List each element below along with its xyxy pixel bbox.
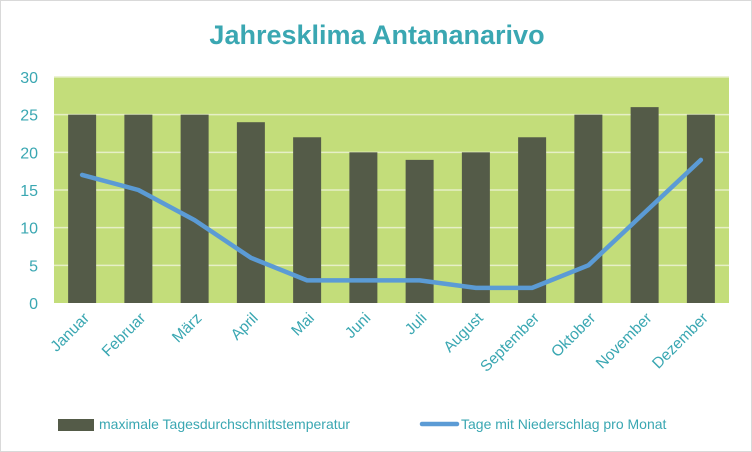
y-axis: 0 5 10 15 20 25 30 [20,70,38,313]
x-tick-label: September [477,310,543,376]
line-point [361,278,365,282]
line-point [474,286,478,290]
x-tick-label: Januar [47,310,93,356]
y-tick-label: 5 [29,258,38,275]
x-tick-label: März [169,310,205,346]
line-point [699,158,703,162]
x-tick-label: Mai [288,310,318,340]
line-point [586,263,590,267]
line-point [80,173,84,177]
y-tick-label: 15 [20,183,38,200]
x-tick-label: Juli [402,310,430,338]
chart-title: Jahresklima Antananarivo [209,20,544,50]
y-tick-label: 20 [20,145,38,162]
bar [518,137,547,303]
line-point [249,256,253,260]
y-tick-label: 10 [20,221,38,238]
x-tick-label: Februar [99,310,149,360]
x-tick-label: Oktober [548,310,599,361]
legend: maximale Tagesdurchschnittstemperatur Ta… [58,416,667,432]
bar-series [68,107,715,304]
line-point [305,278,309,282]
legend-bar-label: maximale Tagesdurchschnittstemperatur [99,416,350,432]
bar [686,114,715,304]
y-tick-label: 30 [20,70,38,87]
gridlines [54,76,729,267]
bar [461,152,490,303]
x-tick-label: April [228,310,262,344]
x-tick-label: August [441,309,488,356]
legend-line-label: Tage mit Niederschlag pro Monat [461,416,667,432]
bar [124,114,153,304]
line-point [136,188,140,192]
bar [236,122,265,303]
x-tick-label: Juni [342,310,374,342]
y-tick-label: 0 [29,296,38,313]
legend-bar-swatch [58,419,94,431]
bar [349,152,378,303]
line-path [79,157,704,291]
x-tick-label: Dezember [649,310,712,373]
line-point [193,218,197,222]
x-axis: Januar Februar März April Mai Juni Juli AugustS… [47,309,711,375]
line-series [79,157,704,291]
y-tick-label: 25 [20,108,38,125]
bar [68,114,97,304]
bar [180,114,209,304]
line-point [418,278,422,282]
line-point [643,211,647,215]
x-tick-label: November [593,310,656,373]
bar [574,114,603,304]
line-point [530,286,534,290]
